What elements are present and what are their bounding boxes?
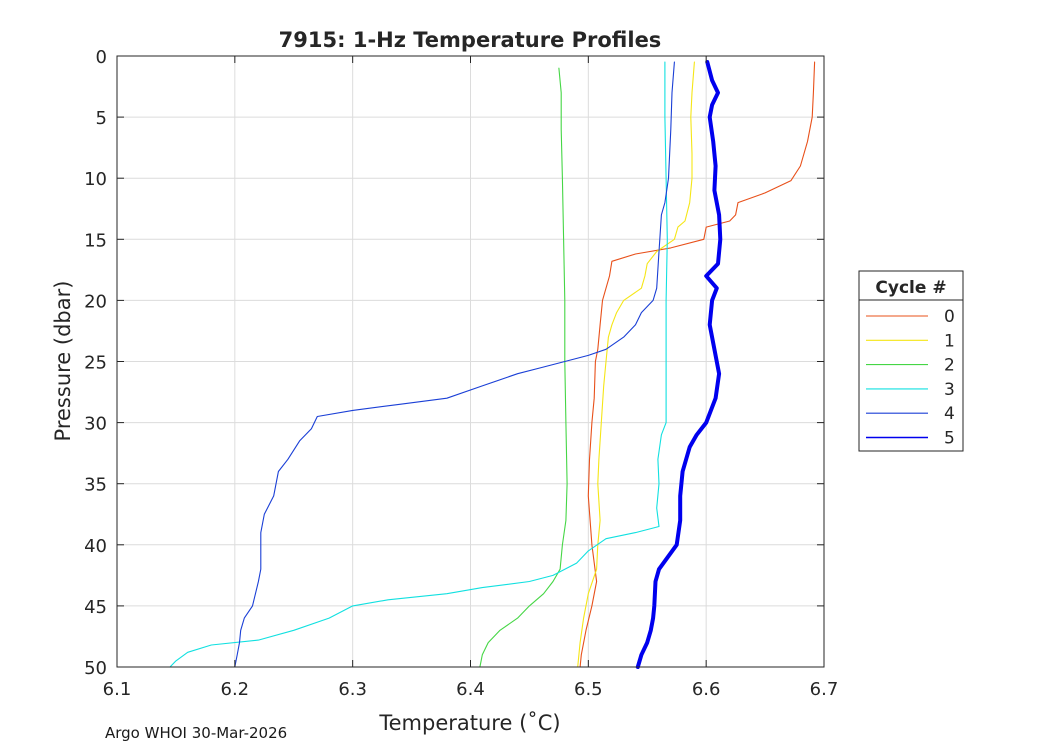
y-tick-label: 20 xyxy=(84,291,107,312)
legend-title: Cycle # xyxy=(875,278,946,298)
x-tick-label: 6.7 xyxy=(810,679,839,700)
y-tick-label: 10 xyxy=(84,169,107,190)
series-line-cycle-3 xyxy=(169,61,668,668)
footer-credit: Argo WHOI 30-Mar-2026 xyxy=(105,724,288,742)
series-line-cycle-4 xyxy=(234,61,675,668)
data-series xyxy=(169,60,816,669)
y-tick-label: 40 xyxy=(84,536,107,557)
y-tick-label: 50 xyxy=(84,658,107,679)
y-tick-label: 5 xyxy=(96,108,107,129)
series-line-cycle-0 xyxy=(579,61,816,668)
axis-ticks: 6.1 6.2 6.3 6.4 6.5 6.6 6.7 0 5 10 15 20 25 30 35 40 45 5… xyxy=(84,47,838,700)
x-axis-label: Temperature (˚C) xyxy=(378,711,560,735)
grid-lines xyxy=(117,56,824,667)
legend-box xyxy=(858,270,964,452)
y-tick-label: 30 xyxy=(84,414,107,435)
x-tick-label: 6.3 xyxy=(338,679,367,700)
legend-label-cycle-4: 4 xyxy=(944,404,955,424)
legend-label-cycle-2: 2 xyxy=(944,356,955,376)
chart-title: 7915: 1-Hz Temperature Profiles xyxy=(279,28,662,52)
x-tick-label: 6.4 xyxy=(456,679,485,700)
x-tick-label: 6.6 xyxy=(692,679,721,700)
y-axis-label: Pressure (dbar) xyxy=(51,281,75,442)
series-line-cycle-2 xyxy=(479,67,568,668)
y-tick-label: 0 xyxy=(96,47,107,68)
legend-label-cycle-0: 0 xyxy=(944,307,955,327)
y-tick-label: 25 xyxy=(84,353,107,374)
legend-label-cycle-1: 1 xyxy=(944,331,955,351)
x-tick-label: 6.5 xyxy=(574,679,603,700)
series-line-cycle-1 xyxy=(577,61,695,668)
y-tick-label: 35 xyxy=(84,475,107,496)
legend-label-cycle-5: 5 xyxy=(944,429,955,449)
x-tick-label: 6.1 xyxy=(103,679,132,700)
y-tick-label: 15 xyxy=(84,230,107,251)
legend: Cycle # 0 1 2 3 4 5 xyxy=(858,270,964,452)
x-tick-label: 6.2 xyxy=(221,679,250,700)
series-line-cycle-5 xyxy=(635,60,723,669)
legend-label-cycle-3: 3 xyxy=(944,380,955,400)
y-tick-label: 45 xyxy=(84,597,107,618)
